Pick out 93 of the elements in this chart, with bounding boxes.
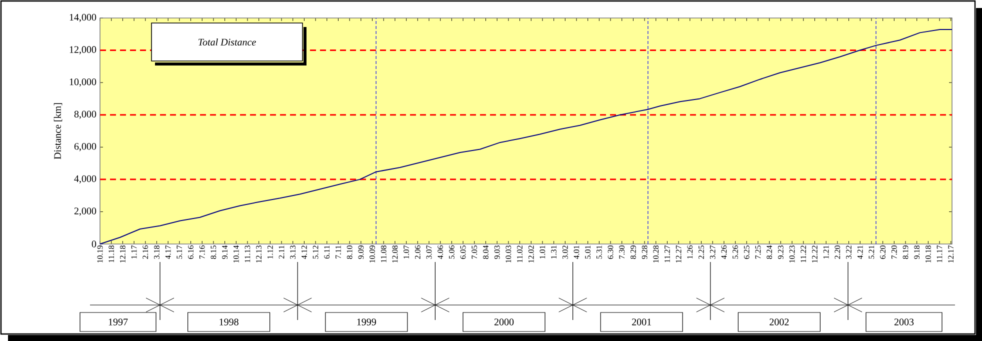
x-tick-label: 6.05 xyxy=(460,246,466,259)
x-tick-label: 10.18 xyxy=(925,245,931,262)
x-tick-label: 6.25 xyxy=(744,246,750,259)
x-tick-label: 1.01 xyxy=(540,246,546,258)
x-tick-label: 7.05 xyxy=(472,246,478,259)
x-tick-label: 12.18 xyxy=(120,245,126,262)
y-tick-label: 2,000 xyxy=(74,208,96,216)
x-tick-label: 7.11 xyxy=(336,246,341,258)
x-tick-label: 8.04 xyxy=(483,245,488,259)
x-tick-label: 12.08 xyxy=(392,245,398,262)
x-tick-label: 2.25 xyxy=(698,246,704,259)
y-tick-label: 6,000 xyxy=(74,143,96,152)
x-tick-label: 11.27 xyxy=(664,245,670,262)
x-tick-label: 10.09 xyxy=(370,246,375,262)
x-tick-label: 11.02 xyxy=(517,246,522,262)
x-tick-label: 3.27 xyxy=(710,245,716,259)
x-tick-label: 6.11 xyxy=(324,246,330,259)
y-tick-label: 14,000 xyxy=(70,14,96,22)
y-tick-label: 4,000 xyxy=(74,175,96,184)
x-tick-label: 5.26 xyxy=(732,245,738,259)
x-tick-label: 1.21 xyxy=(823,246,829,258)
x-tick-label: 1.17 xyxy=(131,245,137,258)
x-tick-label: 2.20 xyxy=(834,245,840,259)
x-tick-label: 2.06 xyxy=(414,245,420,259)
x-tick-label: 8.15 xyxy=(210,246,216,259)
x-tick-label: 7.20 xyxy=(891,245,897,259)
x-tick-label: 5.12 xyxy=(312,246,318,259)
text: 1997 xyxy=(108,318,128,326)
text: 1998 xyxy=(220,318,238,326)
x-tick-label: 4.12 xyxy=(302,246,307,260)
text: 1999 xyxy=(357,318,376,326)
x-tick-label: 8.19 xyxy=(902,246,908,259)
x-tick-label: 9.28 xyxy=(642,245,648,259)
text: 2002 xyxy=(770,318,789,326)
x-tick-label: 11.22 xyxy=(800,246,806,262)
x-tick-label: 7.25 xyxy=(755,246,761,259)
x-tick-label: 8.29 xyxy=(630,246,636,259)
x-tick-label: 10.28 xyxy=(653,245,659,262)
y-axis-title: Distance [km] xyxy=(54,103,62,160)
x-tick-label: 3.22 xyxy=(846,246,852,259)
x-tick-label: 5.01 xyxy=(585,246,591,259)
x-tick-label: 4.01 xyxy=(574,246,580,260)
x-tick-label: 6.30 xyxy=(608,245,614,259)
x-tick-label: 9.23 xyxy=(778,246,784,259)
x-tick-label: 4.26 xyxy=(721,245,727,260)
x-tick-label: 9.18 xyxy=(914,245,920,259)
x-tick-label: 12.17 xyxy=(948,245,954,262)
x-tick-label: 3.13 xyxy=(290,246,296,259)
x-tick-label: 9.09 xyxy=(358,246,364,259)
x-tick-label: 12.22 xyxy=(812,246,818,262)
x-tick-label: 3.18 xyxy=(154,245,160,259)
x-tick-label: 11.08 xyxy=(380,245,386,262)
x-tick-label: 10.14 xyxy=(233,245,239,262)
y-tick-label: 8,000 xyxy=(74,110,96,119)
x-tick-label: 4.17 xyxy=(165,245,171,260)
x-tick-label: 11.18 xyxy=(108,245,114,262)
chart-title: Total Distance xyxy=(198,38,256,46)
x-tick-label: 7.30 xyxy=(619,245,625,259)
x-tick-label: 6.20 xyxy=(880,245,886,259)
x-tick-label: 8.10 xyxy=(346,245,352,259)
x-tick-label: 9.14 xyxy=(222,245,228,259)
x-tick-label: 9.03 xyxy=(494,246,500,259)
x-tick-label: 10.03 xyxy=(506,246,512,262)
x-tick-label: 11.13 xyxy=(244,246,250,262)
x-tick-label: 5.17 xyxy=(176,245,182,259)
x-tick-label: 1.31 xyxy=(551,246,557,258)
y-tick-label: 10,000 xyxy=(70,78,96,87)
x-tick-label: 5.06 xyxy=(448,245,454,259)
text: 2003 xyxy=(894,318,914,326)
x-tick-label: 1.12 xyxy=(267,246,273,258)
x-tick-label: 4.06 xyxy=(438,245,444,260)
x-tick-label: 1.26 xyxy=(687,245,693,258)
x-tick-label: 12.13 xyxy=(256,246,262,262)
x-tick-label: 11.17 xyxy=(936,245,942,262)
x-tick-label: 3.07 xyxy=(426,245,432,259)
x-tick-label: 12.02 xyxy=(528,246,534,262)
x-tick-label: 5.31 xyxy=(596,246,602,259)
x-tick-label: 2.11 xyxy=(278,246,284,259)
x-tick-label: 6.16 xyxy=(188,245,194,259)
x-tick-label: 5.21 xyxy=(868,246,874,259)
text: 2000 xyxy=(494,318,514,326)
x-tick-label: 10.19 xyxy=(97,246,103,262)
x-tick-label: 7.16 xyxy=(199,245,205,259)
x-tick-label: 10.23 xyxy=(789,246,795,262)
y-tick-label: 0 xyxy=(92,240,96,248)
x-tick-label: 1.07 xyxy=(404,245,410,258)
y-tick-label: 12,000 xyxy=(70,46,96,54)
x-tick-label: 4.21 xyxy=(857,246,863,260)
text: 2001 xyxy=(632,318,652,326)
x-tick-label: 2.16 xyxy=(142,245,148,259)
x-tick-label: 12.27 xyxy=(676,245,682,262)
x-tick-label: 3.02 xyxy=(562,246,568,259)
x-tick-label: 8.24 xyxy=(766,245,772,259)
